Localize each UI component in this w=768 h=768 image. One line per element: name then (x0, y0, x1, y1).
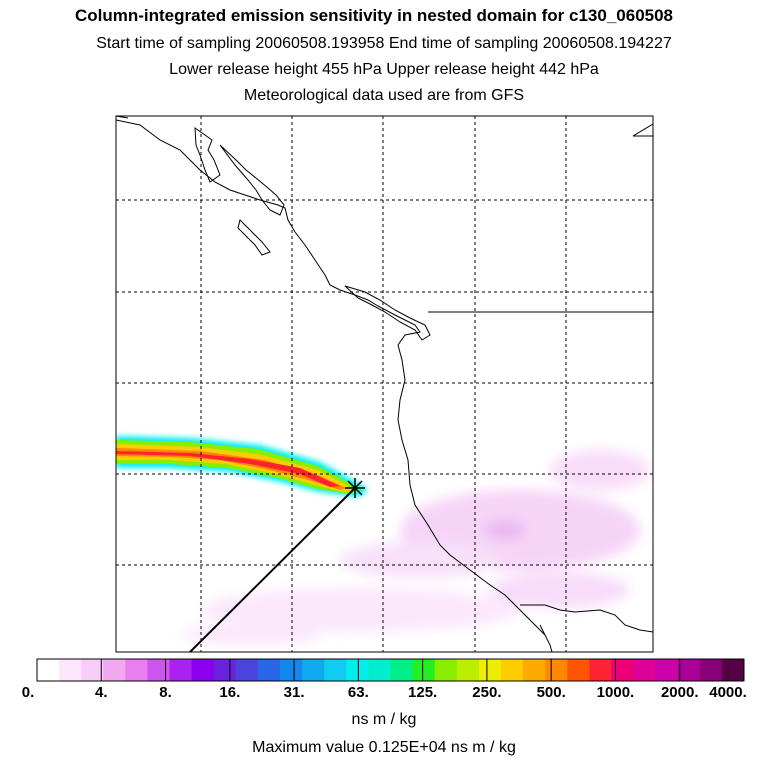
map-plot-area (116, 116, 653, 652)
low-sensitivity-field (180, 450, 650, 645)
colorbar-tick-label: 31. (283, 684, 305, 701)
colorbar-cell (191, 659, 215, 681)
flight-track (189, 487, 356, 652)
colorbar-cell (280, 659, 303, 681)
colorbar-tick-label: 16. (219, 684, 241, 701)
release-height-line: Lower release height 455 hPa Upper relea… (169, 61, 599, 78)
colorbar-cell (103, 659, 126, 681)
colorbar-cell (721, 659, 745, 681)
colorbar-cell (545, 659, 568, 681)
release-point-marker (345, 478, 365, 498)
colorbar-cell (302, 659, 325, 681)
colorbar-cell (257, 659, 281, 681)
colorbar-units: ns m / kg (351, 711, 417, 728)
colorbar-cell (368, 659, 391, 681)
colorbar-tick-label: 4. (95, 684, 108, 701)
colorbar-cell (523, 659, 546, 681)
map-title: Column-integrated emission sensitivity i… (74, 6, 674, 25)
colorbar-cell (478, 659, 502, 681)
colorbar-cell (677, 659, 701, 681)
colorbar-cell (699, 659, 723, 681)
coastline (116, 116, 653, 652)
maximum-value-label: Maximum value 0.125E+04 ns m / kg (252, 739, 516, 756)
colorbar-tick-label: 4000. (709, 684, 747, 701)
colorbar-tick-label: 8. (159, 684, 172, 701)
sampling-time-line: Start time of sampling 20060508.193958 E… (96, 35, 672, 52)
map-frame (115, 115, 654, 653)
colorbar-cell (37, 659, 60, 681)
colorbar-tick-label: 0. (21, 684, 35, 701)
colorbar-cell (147, 659, 171, 681)
colorbar-tick-label: 500. (536, 684, 566, 701)
colorbar-tick-label: 1000. (596, 684, 635, 701)
map-gridlines (116, 116, 653, 652)
colorbar-frame (36, 658, 745, 682)
colorbar-tick-label: 125. (408, 684, 438, 701)
colorbar-cell (59, 659, 82, 681)
colorbar-cell (412, 659, 436, 681)
colorbar-cells (37, 659, 745, 681)
colorbar-cell (567, 659, 590, 681)
emission-plume (116, 436, 368, 497)
colorbar-tick-label: 2000. (660, 684, 699, 701)
colorbar-cell (611, 659, 635, 681)
meteorological-data-line: Meteorological data used are from GFS (243, 87, 525, 104)
colorbar-cell (500, 659, 524, 681)
colorbar-cell (456, 659, 480, 681)
colorbar-cell (346, 659, 369, 681)
colorbar-cell (81, 659, 104, 681)
colorbar-tick-label: 250. (472, 684, 502, 701)
colorbar-cell (633, 659, 657, 681)
colorbar-cell (390, 659, 414, 681)
colorbar-tick-label: 63. (347, 684, 369, 701)
colorbar-cell (589, 659, 612, 681)
colorbar-cell (235, 659, 259, 681)
colorbar-cell (324, 659, 347, 681)
colorbar-cell (213, 659, 237, 681)
colorbar-cell (434, 659, 458, 681)
colorbar-cell (169, 659, 193, 681)
colorbar-cell (125, 659, 148, 681)
colorbar-cell (655, 659, 679, 681)
